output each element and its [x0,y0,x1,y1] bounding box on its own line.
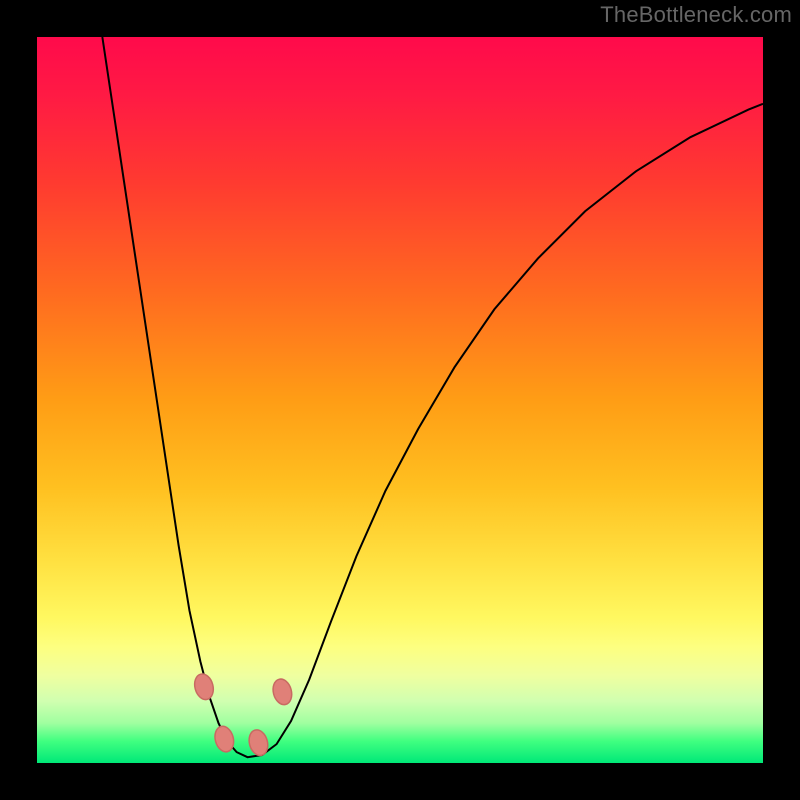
plot-background [37,37,763,763]
chart-svg [0,0,800,800]
chart-container: TheBottleneck.com [0,0,800,800]
watermark-text: TheBottleneck.com [600,2,792,28]
